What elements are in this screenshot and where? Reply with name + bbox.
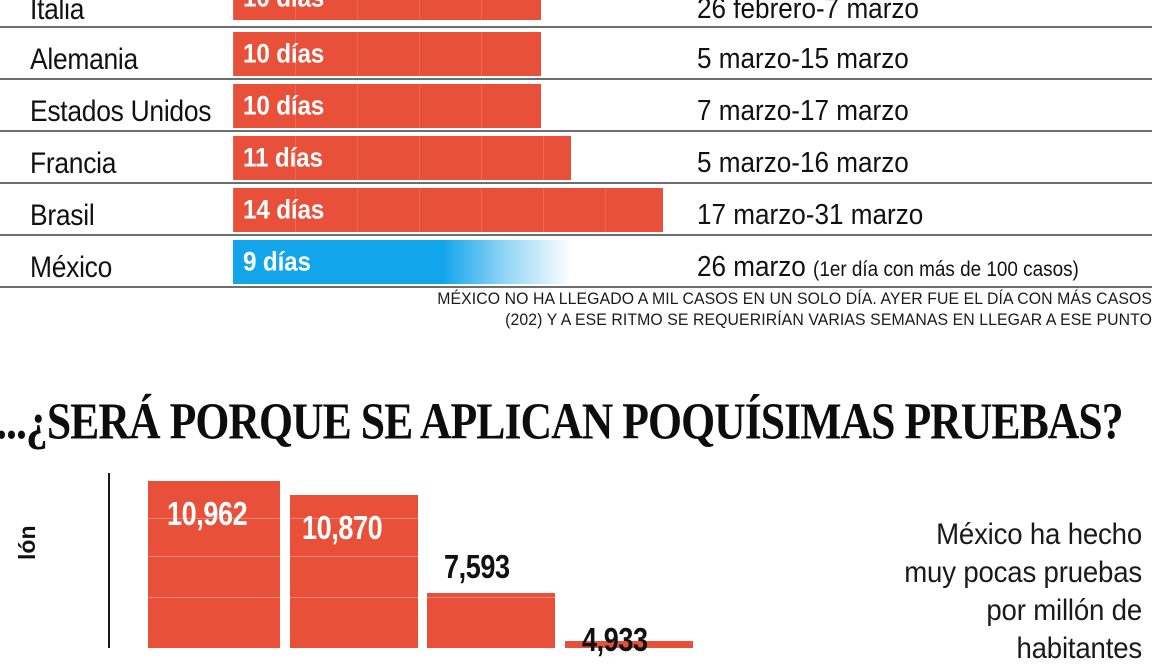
chart-bar-value: 10,962: [167, 495, 248, 532]
chart-bar: [148, 481, 280, 648]
row-date-range: 26 febrero-7 marzo: [697, 0, 919, 25]
chart-bar-value: 4,933: [582, 621, 648, 658]
row-bar-label: 14 días: [243, 194, 325, 225]
chart-bar: [290, 495, 418, 648]
row-country-label: México: [30, 251, 113, 284]
row-date-main: 26 marzo: [697, 251, 814, 283]
section-headline: ...¿SERÁ PORQUE SE APLICAN POQUÍSIMAS PR…: [0, 392, 1124, 450]
row-bar: 10 días: [233, 32, 541, 76]
row-bar-label: 10 días: [243, 0, 324, 12]
table-row: Estados Unidos 10 días 7 marzo-17 marzo: [0, 80, 1152, 132]
side-note-line-4: habitantes: [1016, 632, 1142, 665]
side-note-line-3: por millón de: [986, 594, 1142, 627]
chart-bar: [565, 641, 693, 648]
side-note-line-2: muy pocas pruebas: [904, 556, 1142, 589]
days-to-thousand-cases-table: Italia 10 días 26 febrero-7 marzo Aleman…: [0, 0, 1152, 288]
chart-side-note: México ha hecho muy pocas pruebas por mi…: [820, 516, 1142, 668]
row-bar-label: 9 días: [243, 246, 311, 277]
row-date-range: 5 marzo-16 marzo: [697, 147, 909, 179]
row-date-range: 26 marzo (1er día con más de 100 casos): [697, 253, 1079, 282]
row-date-range: 7 marzo-17 marzo: [697, 95, 909, 127]
footnote-line-1: MÉXICO NO HA LLEGADO A MIL CASOS EN UN S…: [437, 289, 1152, 308]
table-footnote: MÉXICO NO HA LLEGADO A MIL CASOS EN UN S…: [380, 288, 1152, 330]
footnote-line-2: (202) Y A ESE RITMO SE REQUERIRÍAN VARIA…: [505, 310, 1152, 329]
row-country-label: Francia: [30, 147, 117, 180]
row-date-range: 17 marzo-31 marzo: [697, 199, 924, 231]
row-bar-label: 10 días: [243, 90, 325, 121]
row-bar-label: 11 días: [243, 142, 323, 173]
row-bar: 14 días: [233, 188, 663, 232]
row-date-range: 5 marzo-15 marzo: [697, 43, 909, 75]
chart-y-axis: [108, 473, 110, 648]
row-bar: 11 días: [233, 136, 571, 180]
table-row: Francia 11 días 5 marzo-16 marzo: [0, 132, 1152, 184]
row-bar-mexico: 9 días: [233, 240, 571, 284]
chart-bar-value: 10,870: [302, 509, 383, 546]
table-row-mexico: México 9 días 26 marzo (1er día con más …: [0, 236, 1152, 288]
row-country-label: Italia: [30, 0, 85, 26]
chart-bar: [427, 593, 555, 648]
row-bar: 10 días: [233, 0, 541, 20]
side-note-line-1: México ha hecho: [936, 518, 1142, 551]
row-bar: 10 días: [233, 84, 541, 128]
table-row: Italia 10 días 26 febrero-7 marzo: [0, 0, 1152, 28]
row-bar-label: 10 días: [243, 38, 325, 69]
row-country-label: Alemania: [30, 43, 138, 76]
table-row: Alemania 10 días 5 marzo-15 marzo: [0, 28, 1152, 80]
row-country-label: Estados Unidos: [30, 95, 212, 128]
chart-bar-value: 7,593: [444, 548, 510, 585]
table-row: Brasil 14 días 17 marzo-31 marzo: [0, 184, 1152, 236]
row-country-label: Brasil: [30, 199, 95, 232]
chart-y-axis-label: lón: [14, 525, 40, 561]
row-date-note: (1er día con más de 100 casos): [813, 258, 1079, 281]
